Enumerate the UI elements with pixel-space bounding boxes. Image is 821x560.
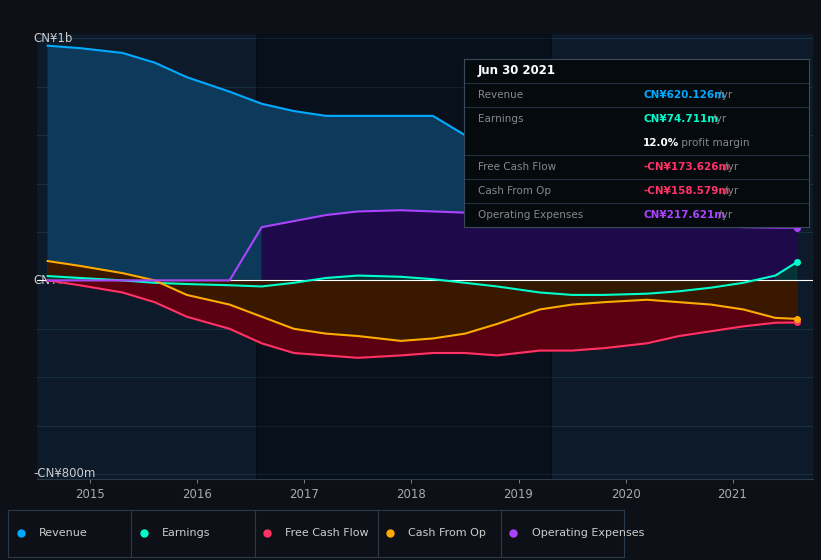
Text: profit margin: profit margin — [677, 138, 749, 148]
Text: /yr: /yr — [715, 90, 732, 100]
Bar — [256, 34, 551, 479]
Text: CN¥74.711m: CN¥74.711m — [643, 114, 718, 124]
Text: Operating Expenses: Operating Expenses — [478, 210, 583, 220]
Text: Jun 30 2021: Jun 30 2021 — [478, 64, 556, 77]
Text: Operating Expenses: Operating Expenses — [532, 529, 644, 538]
Text: /yr: /yr — [715, 210, 732, 220]
Text: Free Cash Flow: Free Cash Flow — [478, 162, 556, 172]
Text: /yr: /yr — [709, 114, 726, 124]
Text: -CN¥173.626m: -CN¥173.626m — [643, 162, 730, 172]
Text: CN¥217.621m: CN¥217.621m — [643, 210, 725, 220]
Text: Free Cash Flow: Free Cash Flow — [286, 529, 369, 538]
Text: /yr: /yr — [721, 162, 738, 172]
Text: Cash From Op: Cash From Op — [409, 529, 486, 538]
Text: Revenue: Revenue — [39, 529, 88, 538]
Text: /yr: /yr — [721, 186, 738, 196]
Text: Revenue: Revenue — [478, 90, 523, 100]
Text: CN¥0: CN¥0 — [33, 274, 65, 287]
Text: -CN¥158.579m: -CN¥158.579m — [643, 186, 729, 196]
Text: 12.0%: 12.0% — [643, 138, 680, 148]
Text: CN¥620.126m: CN¥620.126m — [643, 90, 725, 100]
Text: CN¥1b: CN¥1b — [33, 32, 72, 45]
Text: Cash From Op: Cash From Op — [478, 186, 551, 196]
Text: Earnings: Earnings — [478, 114, 523, 124]
Text: Earnings: Earnings — [163, 529, 211, 538]
Text: -CN¥800m: -CN¥800m — [33, 468, 95, 480]
